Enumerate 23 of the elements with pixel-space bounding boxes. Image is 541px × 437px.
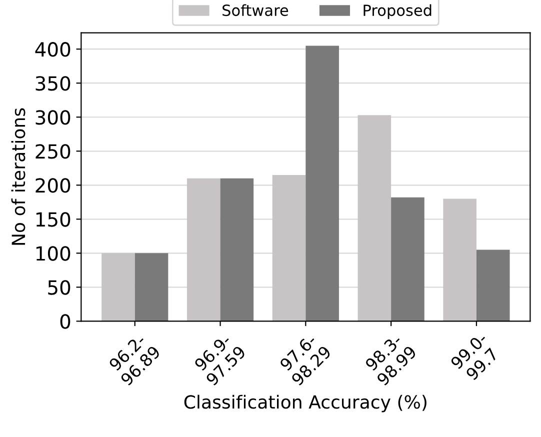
bar bbox=[102, 253, 135, 322]
bar bbox=[272, 174, 306, 322]
bar bbox=[443, 198, 476, 322]
y-tick-label: 350 bbox=[36, 76, 70, 91]
legend-label: Proposed bbox=[364, 4, 432, 20]
y-tick-label: 250 bbox=[36, 144, 70, 159]
bar bbox=[134, 253, 168, 322]
y-tick-label: 400 bbox=[35, 42, 70, 57]
y-tick-label: 100 bbox=[36, 246, 70, 261]
x-axis-title: Classification Accuracy (%) bbox=[184, 394, 426, 412]
y-tick-label: 50 bbox=[48, 280, 70, 295]
y-tick-label: 0 bbox=[60, 314, 70, 329]
legend-label: Software bbox=[222, 4, 288, 16]
bar bbox=[391, 197, 424, 322]
bar bbox=[306, 46, 339, 322]
bar bbox=[186, 178, 220, 322]
y-tick-label: 200 bbox=[36, 178, 70, 193]
y-tick-label: 150 bbox=[36, 212, 70, 227]
bar bbox=[220, 178, 254, 322]
bar bbox=[476, 250, 510, 322]
y-tick-label: 300 bbox=[36, 110, 70, 125]
y-axis-title: No of iterations bbox=[11, 108, 26, 245]
bar bbox=[358, 115, 392, 322]
